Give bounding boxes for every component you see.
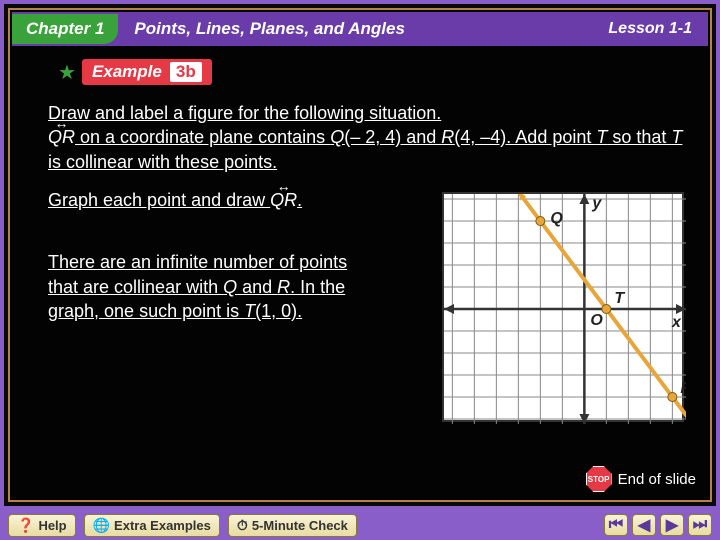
globe-icon: 🌐 (93, 517, 110, 534)
nav-next-button[interactable]: ▶ (660, 514, 684, 536)
graph-svg: Q R TOx y (444, 194, 686, 424)
stop-icon: STOP (586, 466, 612, 492)
end-text: End of slide (618, 471, 696, 488)
problem-statement: Draw and label a figure for the followin… (48, 101, 686, 174)
clock-icon: ⏱ (237, 517, 248, 534)
example-word: Example (92, 62, 162, 82)
text: Graph each point and draw (48, 190, 270, 210)
instruction-1: Graph each point and draw QR. (48, 188, 378, 212)
help-label: Help (38, 518, 66, 533)
chapter-title: Points, Lines, Planes, and Angles (134, 19, 608, 39)
text: (1, 0). (255, 301, 302, 321)
nav-last-button[interactable]: ⏭ (688, 514, 712, 536)
svg-text:O: O (590, 312, 603, 329)
text: . (297, 190, 302, 210)
bottom-toolbar: ❓ Help 🌐 Extra Examples ⏱ 5-Minute Check… (0, 510, 720, 540)
nav-first-button[interactable]: ⏮ (604, 514, 628, 536)
text: (4, –4). Add point (454, 127, 596, 147)
pt-T3: T (244, 301, 255, 321)
pt-T: T (596, 127, 607, 147)
pt-R: R (441, 127, 454, 147)
nav-prev-button[interactable]: ◀ (632, 514, 656, 536)
pt-Q: Q (330, 127, 344, 147)
example-badge-row: ★ Example 3b (58, 59, 212, 85)
text: is collinear with these points. (48, 152, 277, 172)
pt-R2: R (277, 277, 290, 297)
extra-label: Extra Examples (114, 518, 211, 533)
explanation: There are an infinite number of points t… (48, 250, 378, 323)
svg-text:R: R (680, 380, 686, 397)
svg-text:y: y (591, 195, 602, 212)
lesson-label: Lesson 1-1 (608, 20, 708, 38)
text: Draw and label a figure for the followin… (48, 103, 441, 123)
extra-examples-button[interactable]: 🌐 Extra Examples (84, 514, 220, 537)
text: and (237, 277, 277, 297)
pt-Q2: Q (223, 277, 237, 297)
line-QR: QR (48, 125, 75, 149)
text: on a coordinate plane contains (75, 127, 330, 147)
example-number: 3b (170, 62, 202, 82)
example-badge: Example 3b (82, 59, 212, 85)
help-icon: ❓ (17, 517, 34, 534)
text: so that (607, 127, 671, 147)
pt-T2: T (671, 127, 682, 147)
svg-text:x: x (671, 314, 682, 331)
slide-frame: Chapter 1 Points, Lines, Planes, and Ang… (0, 0, 720, 510)
end-of-slide: STOP End of slide (586, 466, 696, 492)
chapter-tab: Chapter 1 (12, 14, 118, 44)
line-QR-2: QR (270, 188, 297, 212)
fivemin-label: 5-Minute Check (252, 518, 348, 533)
svg-text:Q: Q (550, 210, 563, 227)
coordinate-graph: Q R TOx y (442, 192, 684, 422)
five-minute-check-button[interactable]: ⏱ 5-Minute Check (228, 514, 357, 537)
svg-text:T: T (614, 290, 625, 307)
help-button[interactable]: ❓ Help (8, 514, 76, 537)
star-icon: ★ (58, 60, 76, 85)
text: (– 2, 4) and (344, 127, 441, 147)
header-bar: Chapter 1 Points, Lines, Planes, and Ang… (12, 12, 708, 46)
